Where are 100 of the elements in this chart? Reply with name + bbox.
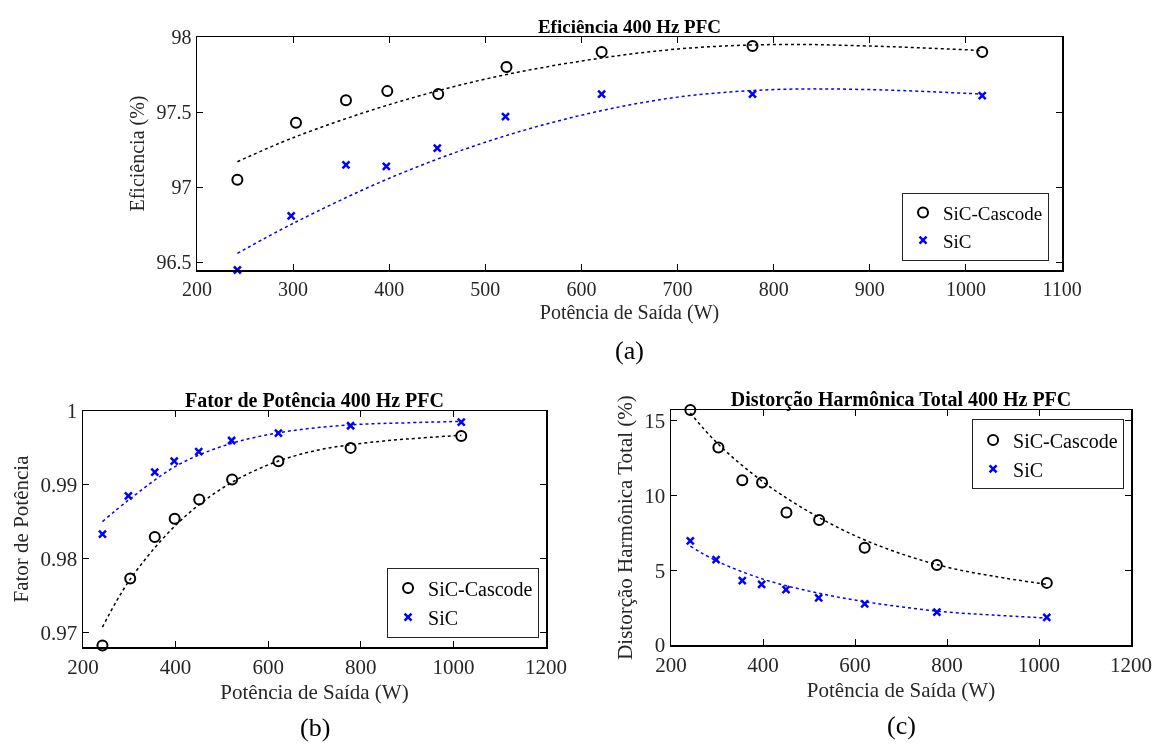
point: [123, 491, 134, 501]
y-tick-label: 15: [644, 408, 666, 433]
point: [432, 143, 443, 153]
point: [859, 599, 870, 609]
point: [226, 435, 237, 446]
point: [685, 536, 696, 546]
y-tick-label: 97.5: [156, 101, 192, 124]
legend-label: SiC: [943, 230, 972, 252]
point: [432, 88, 445, 101]
x-tick-label: 1200: [525, 654, 567, 679]
point: [169, 456, 179, 466]
point: [747, 89, 758, 99]
point: [273, 428, 284, 438]
point: [455, 430, 468, 443]
point: [756, 579, 767, 590]
point: [858, 541, 871, 554]
chart-title: Eficiência 400 Hz PFC: [537, 16, 722, 37]
legend-label: SiC: [428, 606, 459, 629]
x-tick-label: 800: [758, 277, 789, 300]
y-tick-label: 96.5: [156, 251, 192, 274]
point: [976, 46, 989, 59]
x-tick-label: 1100: [1042, 277, 1082, 300]
point: [272, 455, 285, 468]
x-tick-label: 1200: [1110, 652, 1152, 677]
x-tick-label: 400: [747, 652, 779, 677]
y-tick-label: 10: [644, 483, 666, 508]
x-tick-label: 200: [67, 654, 99, 679]
point: [150, 467, 160, 477]
x-tick-label: 200: [182, 277, 212, 300]
chart-title: Fator de Potência 400 Hz PFC: [184, 389, 445, 411]
point: [124, 572, 137, 585]
y-tick-label: 98: [171, 26, 192, 48]
point: [232, 265, 243, 275]
point: [96, 639, 109, 652]
y-tick-label: 0.97: [40, 620, 78, 645]
point: [456, 417, 467, 427]
x-axis-title: Potência de Saída (W): [220, 679, 409, 704]
point: [813, 514, 826, 527]
point: [341, 160, 351, 170]
point: [168, 512, 181, 525]
point: [932, 607, 942, 617]
y-tick-label: 5: [654, 558, 666, 583]
point: [1040, 576, 1053, 589]
x-tick-label: 700: [662, 277, 693, 300]
point: [231, 173, 244, 186]
y-tick-label: 0.98: [40, 546, 78, 571]
x-tick-label: 600: [252, 654, 284, 679]
y-axis-title: Eficiência (%): [126, 95, 150, 212]
legend-label: SiC-Cascode: [943, 202, 1043, 224]
x-tick-label: 300: [278, 277, 309, 300]
point: [286, 211, 296, 221]
x-tick-label: 500: [470, 277, 501, 300]
point: [345, 421, 356, 431]
point: [596, 89, 607, 99]
point: [193, 493, 206, 506]
chart-title: Distorção Harmônica Total 400 Hz PFC: [730, 388, 1072, 411]
point: [97, 529, 108, 539]
point: [339, 94, 352, 107]
point: [813, 593, 824, 603]
point: [381, 161, 392, 172]
x-axis-title: Potência de Saída (W): [539, 300, 720, 324]
point: [148, 531, 161, 544]
point: [1042, 612, 1052, 623]
point: [756, 476, 769, 489]
text: (b): [300, 713, 331, 742]
point: [711, 554, 721, 565]
legend-label: SiC-Cascode: [428, 577, 533, 600]
legend-label: SiC-Cascode: [1013, 429, 1118, 452]
x-tick-label: 1000: [432, 654, 475, 679]
y-axis-title: Distorção Harmônica Total (%): [612, 395, 637, 660]
text: (c): [887, 711, 916, 740]
text: (a): [615, 336, 644, 365]
y-axis-title: Fator de Potência: [8, 454, 33, 603]
point: [780, 506, 793, 519]
point: [746, 40, 759, 53]
point: [930, 558, 943, 571]
point: [194, 446, 204, 457]
point: [500, 111, 511, 122]
x-tick-label: 400: [159, 654, 192, 679]
x-tick-label: 1000: [1018, 652, 1060, 677]
x-tick-label: 600: [839, 652, 871, 677]
point: [381, 85, 394, 98]
point: [226, 473, 239, 486]
x-tick-label: 800: [931, 652, 963, 677]
point: [737, 575, 748, 586]
point: [736, 474, 749, 487]
y-tick-label: 0.99: [40, 473, 78, 498]
x-axis-title: Potência de Saída (W): [806, 677, 996, 702]
x-tick-label: 800: [345, 654, 377, 679]
point: [977, 90, 987, 101]
x-tick-label: 900: [854, 277, 885, 300]
x-tick-label: 1000: [945, 277, 986, 300]
x-tick-label: 600: [566, 277, 597, 300]
point: [289, 116, 302, 129]
point: [500, 61, 513, 74]
point: [712, 441, 725, 454]
point: [781, 584, 791, 595]
y-tick-label: 97: [171, 176, 192, 199]
point: [344, 441, 357, 454]
x-tick-label: 400: [374, 277, 405, 300]
